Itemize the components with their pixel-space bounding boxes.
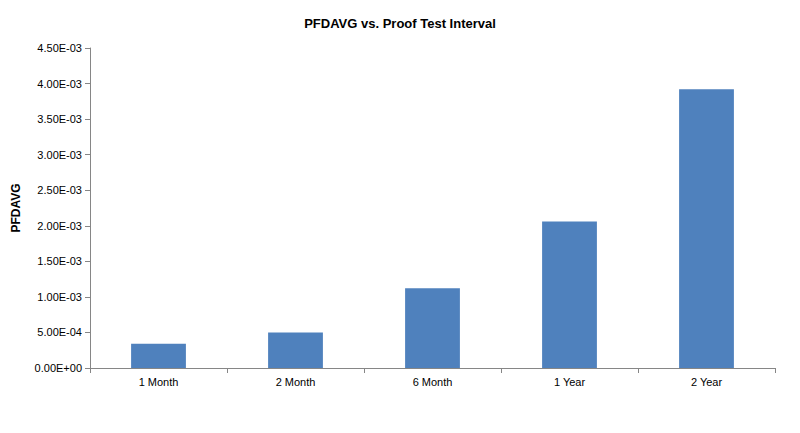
svg-text:4.00E-03: 4.00E-03 xyxy=(37,78,82,90)
svg-text:2 Month: 2 Month xyxy=(276,376,316,388)
svg-text:2 Year: 2 Year xyxy=(691,376,723,388)
svg-text:PFDAVG: PFDAVG xyxy=(9,183,23,232)
svg-text:2.00E-03: 2.00E-03 xyxy=(37,220,82,232)
svg-text:1 Year: 1 Year xyxy=(554,376,586,388)
svg-text:0.00E+00: 0.00E+00 xyxy=(35,362,82,374)
svg-text:PFDAVG vs. Proof Test Interval: PFDAVG vs. Proof Test Interval xyxy=(304,16,496,31)
svg-text:5.00E-04: 5.00E-04 xyxy=(37,326,82,338)
svg-text:1 Month: 1 Month xyxy=(139,376,179,388)
svg-text:1.50E-03: 1.50E-03 xyxy=(37,255,82,267)
svg-text:6 Month: 6 Month xyxy=(413,376,453,388)
svg-text:2.50E-03: 2.50E-03 xyxy=(37,184,82,196)
svg-text:3.00E-03: 3.00E-03 xyxy=(37,149,82,161)
svg-text:1.00E-03: 1.00E-03 xyxy=(37,291,82,303)
svg-text:4.50E-03: 4.50E-03 xyxy=(37,42,82,54)
svg-text:3.50E-03: 3.50E-03 xyxy=(37,113,82,125)
